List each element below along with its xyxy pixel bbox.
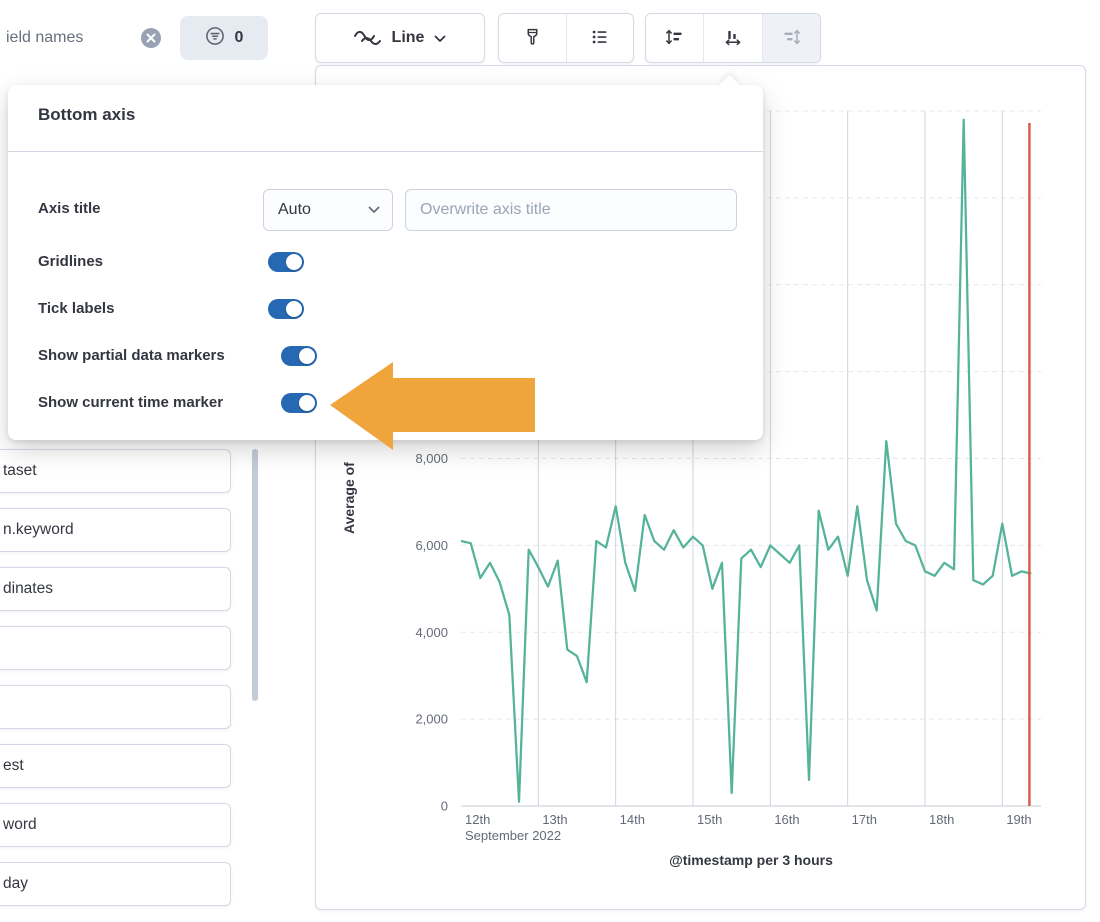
field-list-item[interactable]: dinates: [0, 567, 231, 611]
field-sidebar: 0 taset n.keyword dinates est word day: [0, 0, 268, 922]
filter-count-button[interactable]: 0: [180, 16, 268, 60]
svg-text:September 2022: September 2022: [465, 828, 561, 843]
field-label: day: [3, 875, 28, 892]
clear-search-icon: [140, 28, 162, 52]
axis-title-mode-select[interactable]: Auto: [263, 189, 393, 231]
field-list-item[interactable]: est: [0, 744, 231, 788]
annotation-arrow: [330, 362, 535, 450]
toggle-knob: [286, 254, 302, 270]
svg-text:18th: 18th: [929, 812, 954, 827]
axis-title-label: Axis title: [38, 200, 101, 217]
style-settings-button[interactable]: [499, 14, 566, 62]
line-chart-icon: [353, 28, 382, 49]
svg-text:12th: 12th: [465, 812, 490, 827]
display-settings-group: [498, 13, 634, 63]
svg-text:15th: 15th: [697, 812, 722, 827]
field-label: n.keyword: [3, 521, 74, 538]
svg-text:2,000: 2,000: [415, 712, 448, 727]
svg-text:19th: 19th: [1006, 812, 1031, 827]
svg-text:14th: 14th: [620, 812, 645, 827]
axis-settings-group: [645, 13, 821, 63]
field-label: dinates: [3, 580, 53, 597]
svg-text:4,000: 4,000: [415, 625, 448, 640]
field-list-item[interactable]: day: [0, 862, 231, 906]
list-icon: [591, 29, 608, 48]
tick-labels-toggle[interactable]: [268, 299, 304, 319]
bottom-axis-popover: Bottom axis Axis title Auto Gridlines Ti…: [8, 74, 763, 440]
left-axis-icon: [665, 28, 684, 49]
filter-icon: [205, 26, 225, 51]
partial-data-markers-label: Show partial data markers: [38, 347, 225, 364]
chart-type-button[interactable]: Line: [315, 13, 485, 63]
chevron-down-icon: [434, 31, 446, 46]
svg-text:0: 0: [441, 799, 448, 814]
values-settings-button[interactable]: [565, 14, 634, 62]
current-time-marker-label: Show current time marker: [38, 394, 224, 411]
field-list-item[interactable]: [0, 685, 231, 729]
svg-text:13th: 13th: [542, 812, 567, 827]
clear-search-button[interactable]: [139, 27, 163, 51]
scrollbar-thumb[interactable]: [252, 449, 258, 701]
field-list-item[interactable]: n.keyword: [0, 508, 231, 552]
left-axis-button[interactable]: [646, 14, 703, 62]
right-axis-button[interactable]: [761, 14, 820, 62]
field-label: est: [3, 757, 24, 774]
toggle-knob: [286, 301, 302, 317]
bottom-axis-button[interactable]: [703, 14, 761, 62]
svg-text:16th: 16th: [774, 812, 799, 827]
chevron-down-icon: [368, 201, 380, 219]
field-list-item[interactable]: word: [0, 803, 231, 847]
chart-type-label: Line: [391, 29, 425, 46]
tick-labels-label: Tick labels: [38, 300, 115, 317]
popover-title: Bottom axis: [38, 105, 136, 124]
axis-title-mode-value: Auto: [278, 201, 311, 218]
gridlines-label: Gridlines: [38, 253, 104, 270]
field-list-item[interactable]: taset: [0, 449, 231, 493]
divider: [8, 151, 763, 152]
axis-title-input[interactable]: [405, 189, 737, 231]
right-axis-icon: [782, 28, 801, 49]
field-search-input[interactable]: [6, 20, 132, 56]
field-label: word: [3, 816, 37, 833]
bottom-axis-icon: [724, 28, 742, 49]
partial-data-markers-toggle[interactable]: [281, 346, 317, 366]
toggle-knob: [299, 348, 315, 364]
gridlines-toggle[interactable]: [268, 252, 304, 272]
toggle-knob: [299, 395, 315, 411]
svg-text:8,000: 8,000: [415, 451, 448, 466]
current-time-marker-toggle[interactable]: [281, 393, 317, 413]
svg-text:17th: 17th: [852, 812, 877, 827]
svg-text:@timestamp per 3 hours: @timestamp per 3 hours: [669, 852, 833, 868]
field-list-item[interactable]: [0, 626, 231, 670]
field-label: taset: [3, 462, 37, 479]
svg-text:Average of: Average of: [341, 462, 357, 534]
filter-count: 0: [234, 29, 244, 46]
brush-icon: [524, 28, 541, 48]
svg-text:6,000: 6,000: [415, 538, 448, 553]
